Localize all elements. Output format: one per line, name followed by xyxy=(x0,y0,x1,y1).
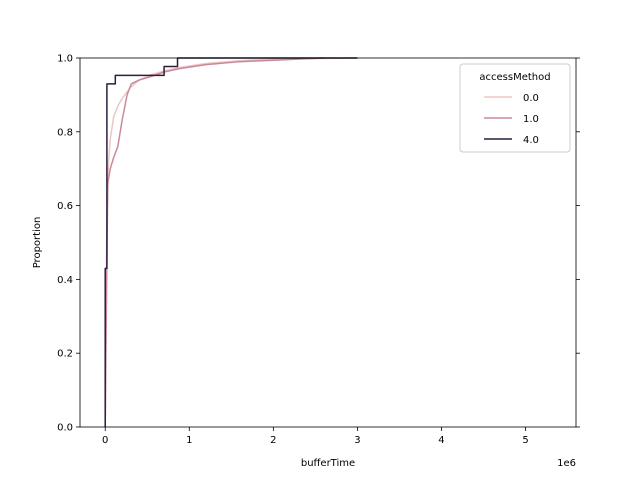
y-tick-label: 0.4 xyxy=(57,275,73,286)
axes-frame xyxy=(79,57,577,428)
legend-title: accessMethod xyxy=(479,72,550,83)
series-layer xyxy=(104,57,358,428)
legend: accessMethod 0.0 1.0 4.0 xyxy=(459,63,571,153)
x-tick-label: 5 xyxy=(522,435,528,446)
legend-box xyxy=(459,63,571,153)
y-tick-label: 1.0 xyxy=(57,54,73,65)
ticks-layer: 0 1 2 3 4 5 0.0 0.2 0.4 0.6 0.8 1.0 xyxy=(57,54,580,446)
y-axis-label: Proportion xyxy=(32,217,43,269)
x-tick-label: 3 xyxy=(354,435,360,446)
y-tick-label: 0.6 xyxy=(57,201,73,212)
series-line-1-0 xyxy=(104,57,324,428)
plot-area: 0 1 2 3 4 5 0.0 0.2 0.4 0.6 0.8 1.0 xyxy=(57,54,580,446)
x-axis-offset-label: 1e6 xyxy=(557,458,576,469)
series-line-4-0 xyxy=(104,57,358,427)
legend-label: 1.0 xyxy=(523,114,539,125)
y-tick-label: 0.8 xyxy=(57,127,73,138)
x-axis-label: bufferTime xyxy=(301,458,355,469)
y-tick-label: 0.2 xyxy=(57,349,73,360)
legend-label: 4.0 xyxy=(523,135,539,146)
legend-entries: 0.0 1.0 4.0 xyxy=(484,93,539,146)
x-tick-label: 2 xyxy=(270,435,276,446)
x-tick-label: 0 xyxy=(102,435,108,446)
x-tick-label: 1 xyxy=(186,435,192,446)
x-tick-label: 4 xyxy=(438,435,444,446)
legend-label: 0.0 xyxy=(523,93,539,104)
y-tick-label: 0.0 xyxy=(57,423,73,434)
